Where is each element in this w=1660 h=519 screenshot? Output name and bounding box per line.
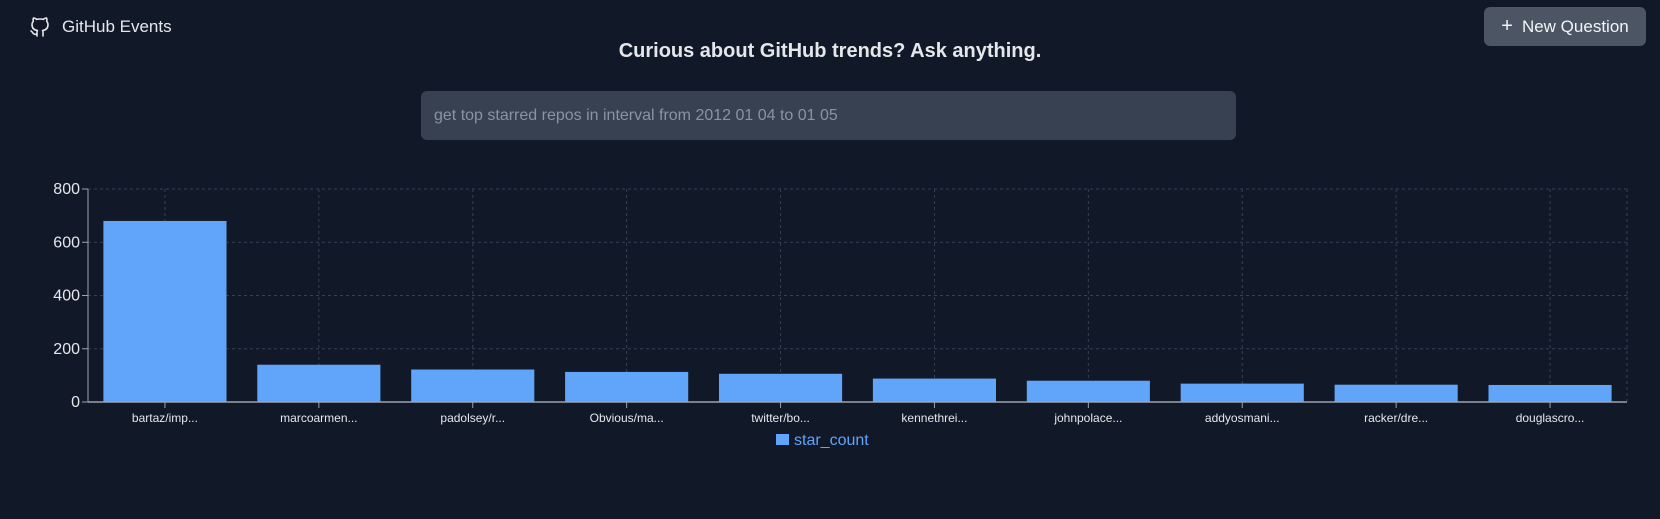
legend-swatch [776,434,789,445]
new-question-button[interactable]: + New Question [1484,7,1646,46]
x-tick-label: kennethrei... [901,411,967,425]
x-tick-label: johnpolace... [1053,411,1122,425]
x-tick-label: twitter/bo... [751,411,810,425]
x-tick-label: douglascro... [1516,411,1585,425]
y-tick-label: 800 [53,181,80,198]
bar-6 [1026,380,1150,402]
bar-8 [1334,384,1458,402]
plus-icon: + [1501,14,1513,37]
brand-name: GitHub Events [62,17,172,36]
y-tick-label: 200 [53,341,80,358]
x-tick-label: Obvious/ma... [590,411,664,425]
search-input[interactable] [421,91,1236,140]
legend-label: star_count [794,432,869,449]
bar-3 [565,371,689,402]
x-tick-label: bartaz/imp... [132,411,198,425]
page-title: Curious about GitHub trends? Ask anythin… [618,40,1042,62]
y-tick-label: 400 [53,288,80,305]
brand[interactable]: GitHub Events [28,14,172,40]
bar-7 [1180,383,1304,402]
bar-chart: 0 200 400 600 800 bartaz/imp... marcoarmen... p… [53,181,1628,449]
bar-0 [103,220,227,402]
bar-1 [257,364,381,402]
bar-4 [718,373,843,402]
github-icon [30,17,49,37]
bar-9 [1488,384,1612,402]
x-tick-label: racker/dre... [1364,411,1428,425]
y-tick-label: 600 [53,234,80,251]
x-tick-label: padolsey/r... [440,411,505,425]
y-tick-label: 0 [71,394,80,411]
new-question-label: New Question [1521,16,1629,36]
bar-5 [872,378,997,402]
x-tick-label: marcoarmen... [280,411,357,425]
bar-2 [411,369,535,402]
x-tick-label: addyosmani... [1205,411,1280,425]
